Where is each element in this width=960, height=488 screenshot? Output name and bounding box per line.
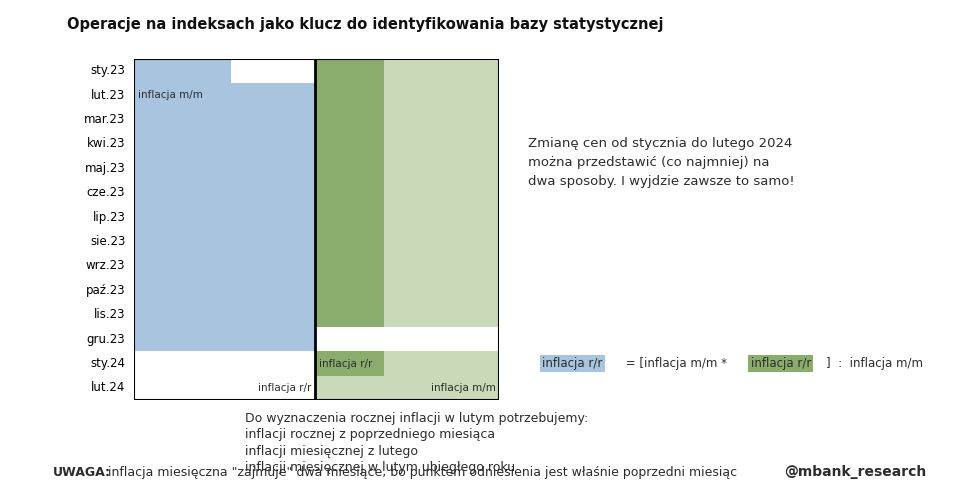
Text: inflacja r/r: inflacja r/r	[542, 357, 603, 370]
Text: inflacja m/m: inflacja m/m	[138, 90, 203, 100]
Text: inflacji rocznej z poprzedniego miesiąca: inflacji rocznej z poprzedniego miesiąca	[245, 428, 495, 442]
Bar	[315, 376, 499, 400]
Text: inflacja m/m: inflacja m/m	[431, 383, 495, 393]
Text: inflacja r/r: inflacja r/r	[258, 383, 311, 393]
Text: UWAGA:: UWAGA:	[53, 466, 110, 479]
Bar	[134, 59, 231, 83]
Text: Do wyznaczenia rocznej inflacji w lutym potrzebujemy:: Do wyznaczenia rocznej inflacji w lutym …	[245, 412, 588, 426]
Bar	[315, 59, 384, 327]
Text: inflacji miesięcznej z lutego: inflacji miesięcznej z lutego	[245, 445, 418, 458]
Bar	[134, 83, 315, 351]
Text: inflacja r/r: inflacja r/r	[319, 359, 372, 368]
Text: = [inflacja m/m *: = [inflacja m/m *	[622, 357, 731, 370]
Text: ]  :  inflacja m/m: ] : inflacja m/m	[826, 357, 923, 370]
Text: Operacje na indeksach jako klucz do identyfikowania bazy statystycznej: Operacje na indeksach jako klucz do iden…	[67, 17, 663, 32]
Text: inflacja r/r: inflacja r/r	[751, 357, 811, 370]
Text: Zmianę cen od stycznia do lutego 2024
można przedstawić (co najmniej) na
dwa spo: Zmianę cen od stycznia do lutego 2024 mo…	[528, 137, 795, 188]
Bar	[384, 351, 499, 376]
Text: inflacji miesięcznej w lutym ubiegłego roku: inflacji miesięcznej w lutym ubiegłego r…	[245, 461, 515, 474]
Text: inflacja miesięczna "zajmuje" dwa miesiące, bo punktem odniesienia jest właśnie : inflacja miesięczna "zajmuje" dwa miesią…	[104, 466, 737, 479]
Bar	[315, 351, 384, 376]
Bar	[384, 59, 499, 327]
Text: @mbank_research: @mbank_research	[784, 465, 926, 479]
